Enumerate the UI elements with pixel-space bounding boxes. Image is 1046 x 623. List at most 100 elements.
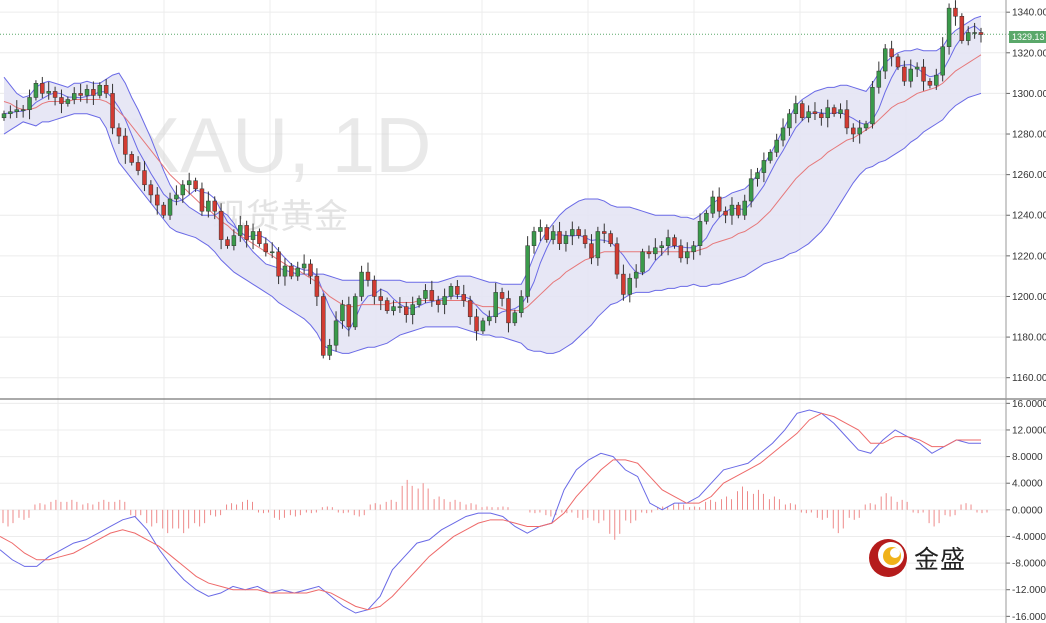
candle xyxy=(155,187,160,215)
price-tick-label: 1280.00 xyxy=(1012,130,1046,141)
candle-body xyxy=(614,243,620,275)
candlesticks xyxy=(1,0,984,361)
candle-body xyxy=(321,296,326,356)
candle xyxy=(416,295,422,308)
candle-body xyxy=(506,298,511,324)
candle-body xyxy=(940,46,945,76)
candle-body xyxy=(595,231,601,259)
candle-body xyxy=(20,109,26,111)
candle-body xyxy=(512,312,518,324)
candle-body xyxy=(84,89,90,96)
candle xyxy=(212,196,217,220)
price-tick-label: 1180.00 xyxy=(1012,333,1046,344)
candle xyxy=(550,225,556,245)
candle-body xyxy=(135,162,141,171)
candle-body xyxy=(480,320,486,332)
candle-body xyxy=(710,196,716,214)
candle-body xyxy=(678,245,684,259)
candle xyxy=(448,283,454,300)
candle xyxy=(710,190,716,218)
candle xyxy=(908,59,913,88)
candle xyxy=(761,152,767,183)
candle xyxy=(142,161,147,192)
price-tick-label: 1260.00 xyxy=(1012,170,1046,181)
candle-body xyxy=(455,286,460,295)
candle-body xyxy=(908,68,913,82)
candle-body xyxy=(448,286,454,297)
candle xyxy=(570,221,575,246)
candle-body xyxy=(787,113,792,129)
candle-body xyxy=(301,263,307,269)
candle xyxy=(806,105,811,123)
candle-body xyxy=(391,306,396,311)
candle xyxy=(174,185,179,206)
candle xyxy=(199,182,205,216)
candle xyxy=(685,242,690,265)
candle-body xyxy=(167,198,173,216)
candle xyxy=(665,229,671,256)
candle xyxy=(314,268,320,307)
candle xyxy=(851,123,856,142)
candle-body xyxy=(327,344,332,356)
candle xyxy=(46,81,51,100)
price-tick-label: 1320.00 xyxy=(1012,48,1046,59)
candle xyxy=(595,226,601,266)
candle-body xyxy=(238,225,243,236)
candle xyxy=(289,262,294,280)
candle xyxy=(844,100,850,135)
macd-line xyxy=(0,409,981,614)
candle-body xyxy=(774,139,779,153)
candle xyxy=(474,308,479,341)
candle xyxy=(410,296,415,325)
candle-body xyxy=(174,194,179,200)
candle-body xyxy=(435,300,441,305)
candle-body xyxy=(742,200,747,216)
candle xyxy=(27,89,32,120)
candle-body xyxy=(697,221,703,246)
candle xyxy=(972,22,977,39)
candle-body xyxy=(953,7,958,17)
candle xyxy=(519,290,524,318)
candle-body xyxy=(110,93,115,129)
candle-body xyxy=(129,154,134,163)
candle xyxy=(582,229,588,249)
candle-body xyxy=(352,296,358,328)
candle xyxy=(186,172,192,195)
candle-body xyxy=(519,296,524,313)
candle xyxy=(116,123,122,144)
macd-tick-label: -4.0000 xyxy=(1012,532,1046,543)
candle xyxy=(423,284,428,304)
candle-body xyxy=(46,91,51,94)
candle xyxy=(276,247,281,285)
candle xyxy=(263,237,269,257)
candle-body xyxy=(14,109,20,112)
candle-body xyxy=(704,212,709,222)
candle-body xyxy=(97,85,103,96)
candle-body xyxy=(416,298,422,305)
moving-average-line xyxy=(3,54,982,312)
candle-body xyxy=(218,210,224,240)
candle xyxy=(672,234,677,249)
candle xyxy=(838,103,843,119)
candle-body xyxy=(231,235,237,246)
price-tick-label: 1340.00 xyxy=(1012,8,1046,19)
candle-body xyxy=(244,225,249,240)
candle xyxy=(812,102,818,121)
candle xyxy=(953,0,958,26)
candle xyxy=(72,87,77,105)
candle xyxy=(697,213,703,256)
candle-body xyxy=(225,239,230,246)
candle-body xyxy=(474,316,479,332)
candle xyxy=(346,296,352,337)
candle-body xyxy=(729,204,735,216)
candle-body xyxy=(857,127,862,135)
candle-body xyxy=(621,273,626,295)
candle xyxy=(250,223,256,250)
candle-body xyxy=(819,113,824,119)
candle-body xyxy=(91,89,96,96)
candle xyxy=(308,259,313,285)
candle-body xyxy=(148,184,154,196)
candle xyxy=(384,297,390,314)
